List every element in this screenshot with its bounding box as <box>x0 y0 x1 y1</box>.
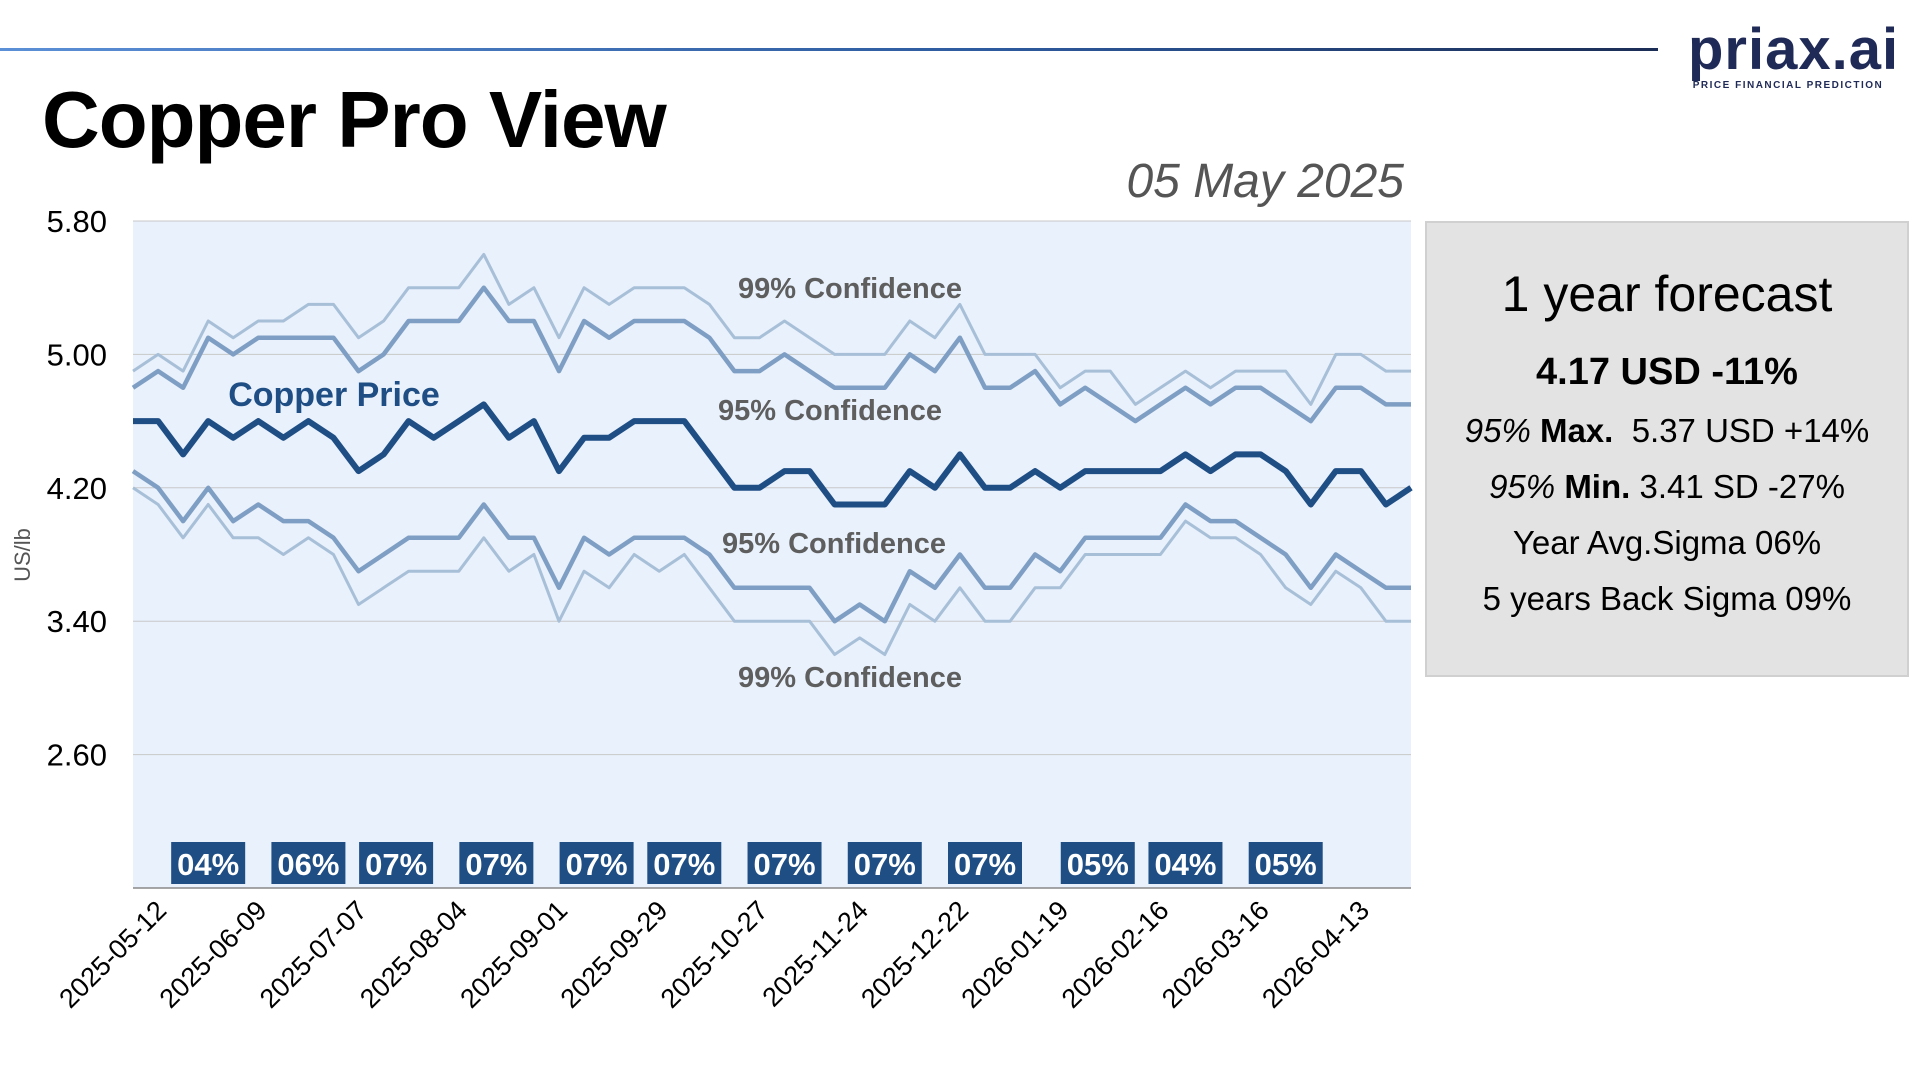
series-label-upper95: 95% Confidence <box>718 395 942 427</box>
y-tick-label: 4.20 <box>47 471 107 506</box>
x-tick-label: 2026-02-16 <box>1056 895 1175 1014</box>
sigma-box-label: 07% <box>754 847 816 882</box>
series-label-upper99: 99% Confidence <box>738 273 962 305</box>
y-tick-label: 5.80 <box>47 204 107 239</box>
sigma-box-label: 07% <box>566 847 628 882</box>
page-title: Copper Pro View <box>42 75 667 164</box>
forecast-title: 1 year forecast <box>1501 266 1833 322</box>
sigma-box-label: 04% <box>1154 847 1216 882</box>
sigma-box <box>1148 842 1223 884</box>
sigma-box <box>847 842 922 884</box>
sigma-box-label: 07% <box>954 847 1016 882</box>
forecast-max-prefix: 95% <box>1464 412 1531 449</box>
forecast-back-sigma: 5 years Back Sigma 09% <box>1482 580 1852 617</box>
forecast-max-row: 95% Max. 5.37 USD +14% <box>1427 412 1907 450</box>
x-tick-label: 2025-05-12 <box>53 895 172 1014</box>
sigma-box <box>1060 842 1135 884</box>
y-tick-label: 5.00 <box>47 337 107 372</box>
brand-logo: priax.ai PRICE FINANCIAL PREDICTION <box>1688 17 1900 92</box>
sigma-box <box>271 842 346 884</box>
series-line-lower95 <box>131 469 1411 624</box>
forecast-headline: 4.17 USD -11% <box>1536 351 1798 393</box>
sigma-box <box>948 842 1022 884</box>
sigma-box <box>359 842 434 884</box>
sigma-box-label: 07% <box>465 847 527 882</box>
top-accent-rule <box>0 48 1658 51</box>
x-tick-label: 2025-07-07 <box>254 895 373 1014</box>
sigma-box-label: 06% <box>277 847 339 882</box>
sigma-box <box>171 842 246 884</box>
forecast-min-value: 3.41 SD -27% <box>1639 468 1845 505</box>
x-tick-label: 2025-06-09 <box>154 895 273 1014</box>
series-line-upper99 <box>132 252 1411 406</box>
sigma-box-label: 07% <box>854 847 916 882</box>
report-date: 05 May 2025 <box>1126 155 1404 208</box>
x-tick-label: 2026-03-16 <box>1156 895 1275 1014</box>
series-line-price <box>133 401 1413 508</box>
sigma-box-label: 05% <box>1067 847 1129 882</box>
forecast-min-prefix: 95% <box>1489 468 1556 505</box>
series-label-lower95: 95% Confidence <box>722 528 946 560</box>
forecast-panel: 1 year forecast 4.17 USD -11% 95% Max. 5… <box>1425 221 1909 677</box>
x-tick-label: 2026-01-19 <box>956 895 1075 1014</box>
sigma-box <box>647 842 722 884</box>
forecast-avg-sigma: Year Avg.Sigma 06% <box>1512 524 1822 561</box>
x-tick-label: 2025-09-29 <box>555 895 674 1014</box>
price-forecast-chart: 5.80 5.00 4.20 3.40 2.60 US/lb 99% Confidence 9… <box>10 204 1413 1014</box>
series-label-price: Copper Price <box>228 376 440 414</box>
y-tick-label: 3.40 <box>47 604 107 639</box>
forecast-min-label: Min. <box>1564 468 1631 505</box>
x-tick-label: 2025-10-27 <box>655 895 774 1014</box>
logo-tagline: PRICE FINANCIAL PREDICTION <box>1692 80 1884 91</box>
series-label-lower99: 99% Confidence <box>738 662 962 694</box>
forecast-min-row: 95% Min. 3.41 SD -27% <box>1427 468 1907 506</box>
x-tick-label: 2025-12-22 <box>855 895 974 1014</box>
sigma-box <box>559 842 634 884</box>
series-line-lower99 <box>132 486 1411 656</box>
x-tick-label: 2026-04-13 <box>1256 895 1375 1014</box>
x-tick-label: 2025-09-01 <box>454 895 573 1014</box>
sigma-box-label: 07% <box>653 847 715 882</box>
sigma-box <box>747 842 822 884</box>
y-tick-label: 2.60 <box>47 738 107 773</box>
forecast-max-label: Max. <box>1539 412 1614 449</box>
y-axis-label: US/lb <box>10 528 35 582</box>
sigma-box <box>1248 842 1323 884</box>
sigma-box-label: 07% <box>365 847 427 882</box>
series-line-upper95 <box>131 285 1411 424</box>
forecast-max-value: 5.37 USD +14% <box>1631 412 1870 449</box>
sigma-box-label: 04% <box>177 847 239 882</box>
logo-wordmark: priax.ai <box>1688 17 1900 82</box>
x-tick-label: 2025-08-04 <box>354 895 473 1014</box>
sigma-box <box>459 842 534 884</box>
sigma-box-label: 05% <box>1255 847 1317 882</box>
